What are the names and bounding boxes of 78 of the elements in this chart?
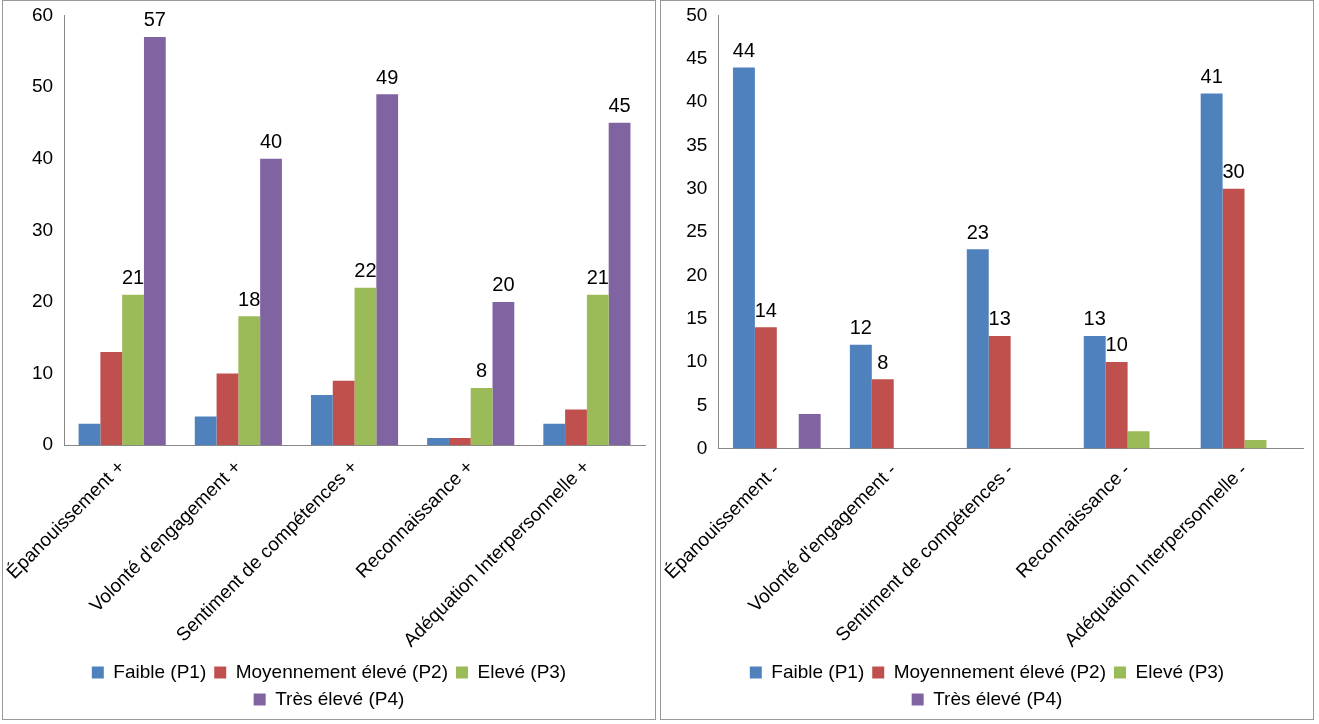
data-label: 8: [476, 359, 488, 382]
y-tick-label: 40: [31, 146, 54, 168]
legend-label: Elevé (P3): [477, 660, 567, 682]
legend-label: Faible (P1): [113, 660, 207, 682]
y-tick-label: 35: [686, 133, 708, 155]
bar: [448, 438, 471, 446]
data-label: 20: [492, 273, 515, 296]
legend-label: Très élevé (P4): [933, 687, 1063, 709]
data-label: 40: [259, 130, 283, 153]
bar: [194, 416, 217, 446]
bar: [376, 94, 399, 446]
y-tick-label: 45: [686, 46, 708, 68]
y-tick-label: 5: [696, 393, 708, 415]
y-tick-label: 20: [686, 263, 708, 285]
legend-label: Elevé (P3): [1135, 660, 1225, 682]
bar: [238, 316, 261, 446]
bar: [310, 395, 333, 446]
y-tick-label: 30: [686, 176, 708, 198]
y-tick-label: 30: [31, 218, 54, 240]
bar: [966, 249, 989, 449]
legend-label: Moyennement élevé (P2): [235, 660, 448, 682]
bar: [122, 294, 144, 446]
bar: [100, 352, 123, 446]
bar: [608, 122, 631, 446]
data-label: 22: [354, 259, 377, 282]
data-label: 41: [1200, 64, 1223, 87]
y-tick-label: 25: [686, 220, 708, 242]
y-tick-label: 40: [686, 90, 708, 112]
bar: [1200, 93, 1223, 449]
data-label: 21: [586, 266, 609, 289]
data-label: 21: [121, 266, 145, 289]
bar: [1222, 188, 1245, 449]
bar: [849, 344, 872, 449]
data-label: 49: [376, 65, 399, 88]
y-tick-label: 10: [686, 350, 708, 372]
bar: [354, 287, 377, 446]
y-tick-label: 0: [696, 436, 708, 458]
bar: [543, 423, 566, 446]
bar: [1105, 361, 1128, 449]
bar: [1083, 335, 1106, 449]
data-label: 12: [849, 316, 872, 339]
bar: [565, 409, 587, 446]
y-tick-label: 60: [31, 3, 54, 25]
bar: [1127, 431, 1150, 449]
bar: [260, 158, 282, 446]
bar: [754, 327, 777, 449]
y-tick-label: 15: [686, 306, 708, 328]
bar: [332, 380, 355, 446]
data-label: 44: [732, 38, 756, 61]
y-tick-label: 10: [31, 361, 54, 383]
bar: [798, 413, 821, 449]
legend-label: Moyennement élevé (P2): [893, 660, 1106, 682]
y-tick-label: 20: [31, 290, 54, 312]
data-label: 23: [966, 220, 989, 243]
bar: [732, 67, 755, 449]
data-label: 18: [238, 287, 261, 310]
legend-label: Faible (P1): [771, 660, 865, 682]
data-label: 57: [143, 8, 166, 31]
data-label: 10: [1105, 333, 1128, 356]
bar: [470, 387, 493, 446]
bar: [492, 301, 515, 446]
data-label: 8: [877, 350, 889, 373]
bar: [78, 423, 101, 446]
bar: [216, 373, 239, 446]
bar: [427, 438, 449, 446]
data-label: 45: [608, 94, 631, 117]
legend-label: Très élevé (P4): [275, 687, 405, 709]
bar: [871, 379, 894, 449]
y-tick-label: 50: [686, 3, 708, 25]
bar: [586, 294, 609, 446]
data-label: 30: [1222, 160, 1245, 183]
y-tick-label: 0: [42, 433, 54, 455]
bar: [988, 335, 1011, 449]
data-label: 14: [754, 298, 777, 321]
y-tick-label: 50: [31, 75, 54, 97]
data-label: 13: [1083, 307, 1106, 330]
data-label: 13: [988, 307, 1011, 330]
bar: [143, 36, 166, 446]
